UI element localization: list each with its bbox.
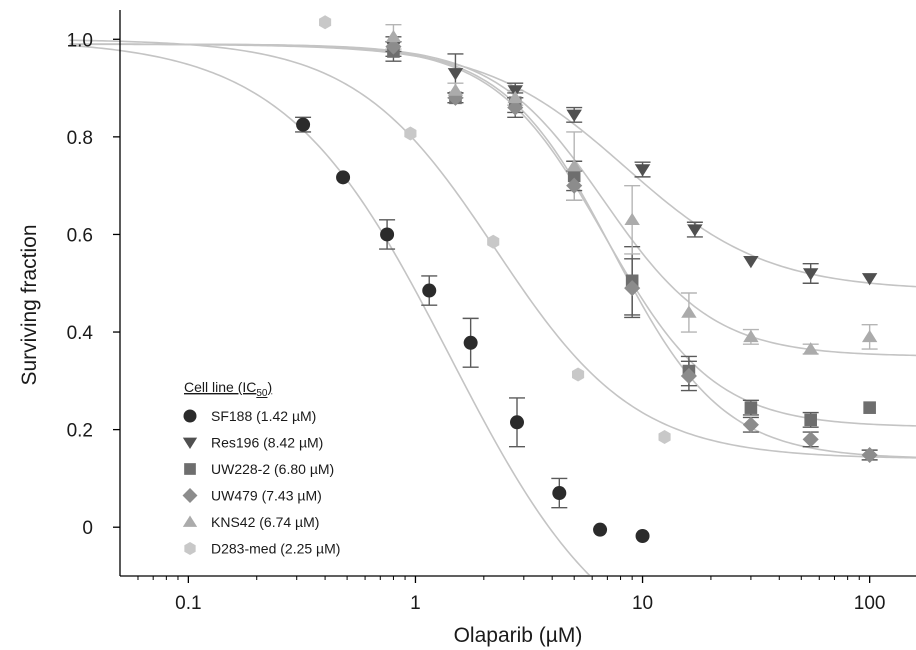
data-point-triangle-up [385,29,402,43]
legend-marker-1 [183,409,197,423]
y-tick-label: 1.0 [67,30,93,51]
legend-label-2: Res196 (8.42 µM) [211,435,323,451]
data-point-diamond [385,38,402,55]
data-point-circle [296,117,311,132]
data-point-circle [336,170,351,185]
legend-label-1: SF188 (1.42 µM) [211,408,316,424]
data-point-hexagon [319,15,332,30]
y-tick-label: 0.8 [67,128,93,149]
data-point-triangle-up [507,90,523,104]
legend-title: Cell line (IC50) [184,379,272,399]
y-tick-label: 0.4 [67,323,94,344]
data-point-diamond [624,280,641,297]
data-point-diamond [742,416,759,433]
fit-curves [69,39,916,575]
x-tick-label: 100 [854,593,886,614]
data-point-triangle-up [802,342,819,355]
legend-label-6: D283-med (2.25 µM) [211,541,340,557]
data-point-triangle-down [634,164,651,177]
data-point-circle [593,522,608,537]
data-point-triangle-down [447,68,464,81]
data-point-diamond [861,446,878,464]
x-axis-title: Olaparib (µM) [454,624,583,647]
y-tick-label: 0 [82,518,93,539]
x-tick-label: 0.1 [175,593,201,614]
data-point-triangle-down [687,224,703,237]
data-point-diamond [507,99,524,116]
legend-label-3: UW228-2 (6.80 µM) [211,461,334,477]
legend-marker-4 [182,488,198,503]
legend-marker-6 [184,542,196,555]
data-point-triangle-down [802,268,819,281]
data-point-hexagon [487,234,500,249]
data-point-hexagon [658,429,671,444]
fit-curve-5 [69,43,916,357]
data-point-square [567,169,581,183]
legend-label-4: UW479 (7.43 µM) [211,488,322,504]
data-point-hexagon [404,126,417,141]
legend-marker-3 [184,463,196,475]
data-point-square [863,401,876,414]
data-point-diamond [566,177,583,194]
data-point-circle [635,528,650,543]
data-point-triangle-down [566,109,582,122]
data-point-triangle-up [681,305,697,318]
y-tick-label: 0.2 [67,421,93,442]
data-point-square [804,413,817,427]
data-points [296,15,878,543]
legend-marker-2 [182,437,198,449]
data-point-triangle-up [566,159,582,172]
data-point-hexagon [571,367,585,382]
error-bars [295,23,878,509]
data-point-circle [380,227,395,242]
data-point-diamond [680,367,697,384]
y-tick-label: 0.6 [67,225,93,246]
fit-curve-4 [69,43,916,459]
data-point-triangle-up [624,212,640,226]
data-point-circle [510,415,525,430]
data-point-square [744,401,758,414]
legend-marker-5 [182,515,198,527]
data-point-triangle-up [743,329,759,343]
fit-curve-1 [69,44,591,575]
legend-label-5: KNS42 (6.74 µM) [211,514,319,530]
data-point-circle [422,283,437,298]
data-point-circle [463,335,478,350]
data-point-triangle-up [861,329,878,343]
fit-curve-6 [69,39,916,459]
data-point-diamond [802,431,819,448]
data-point-triangle-up [447,83,464,96]
data-point-triangle-down [743,256,759,269]
data-point-circle [552,486,567,501]
legend: Cell line (IC50) SF188 (1.42 µM) Res196 (… [182,379,340,557]
x-tick-label: 10 [632,593,653,614]
legend-items: SF188 (1.42 µM) Res196 (8.42 µM) UW228-2 (… [182,408,340,557]
axes: 0.1 1 10 100 0 0.2 0.4 0.6 0.8 1.0 [67,10,916,614]
x-tick-label: 1 [410,593,421,614]
data-point-triangle-down [861,273,878,286]
y-axis-title: Surviving fraction [18,224,41,385]
